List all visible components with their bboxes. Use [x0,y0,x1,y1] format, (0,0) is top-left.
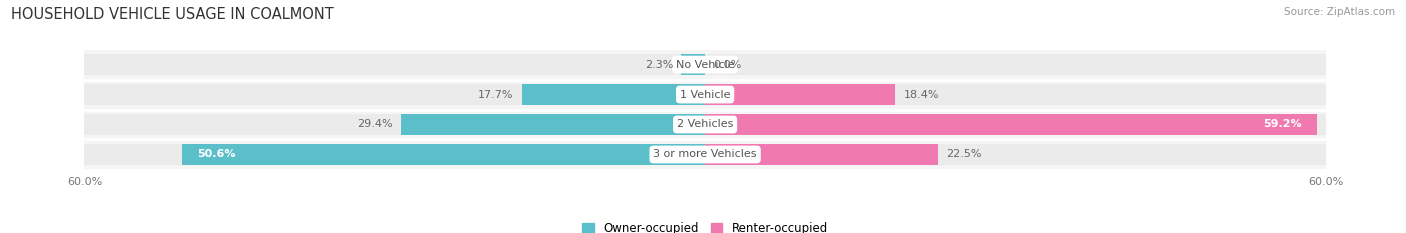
Text: HOUSEHOLD VEHICLE USAGE IN COALMONT: HOUSEHOLD VEHICLE USAGE IN COALMONT [11,7,335,22]
Text: 59.2%: 59.2% [1264,120,1302,130]
Text: 17.7%: 17.7% [478,89,513,99]
Text: No Vehicle: No Vehicle [676,60,734,70]
Text: 2.3%: 2.3% [645,60,673,70]
Legend: Owner-occupied, Renter-occupied: Owner-occupied, Renter-occupied [578,217,832,233]
Bar [181,144,706,165]
Bar [706,54,1326,75]
Text: Source: ZipAtlas.com: Source: ZipAtlas.com [1284,7,1395,17]
Text: 29.4%: 29.4% [357,120,392,130]
Bar [401,114,706,135]
Text: 22.5%: 22.5% [946,149,981,159]
Bar [84,84,706,105]
Bar [706,144,938,165]
Bar [84,140,706,169]
Bar [706,110,1326,140]
Bar [522,84,706,105]
Bar [84,50,706,79]
Bar [706,84,1326,105]
Bar [84,114,706,135]
Bar [706,144,1326,165]
Text: 2 Vehicles: 2 Vehicles [676,120,734,130]
Bar [706,114,1326,135]
Bar [84,79,706,110]
Text: 50.6%: 50.6% [197,149,236,159]
Text: 18.4%: 18.4% [904,89,939,99]
Bar [706,79,1326,110]
Bar [706,140,1326,169]
Bar [84,144,706,165]
Bar [84,110,706,140]
Bar [706,50,1326,79]
Bar [682,54,706,75]
Bar [706,114,1317,135]
Text: 1 Vehicle: 1 Vehicle [681,89,730,99]
Bar [706,84,896,105]
Bar [84,54,706,75]
Text: 0.0%: 0.0% [713,60,741,70]
Text: 3 or more Vehicles: 3 or more Vehicles [654,149,756,159]
